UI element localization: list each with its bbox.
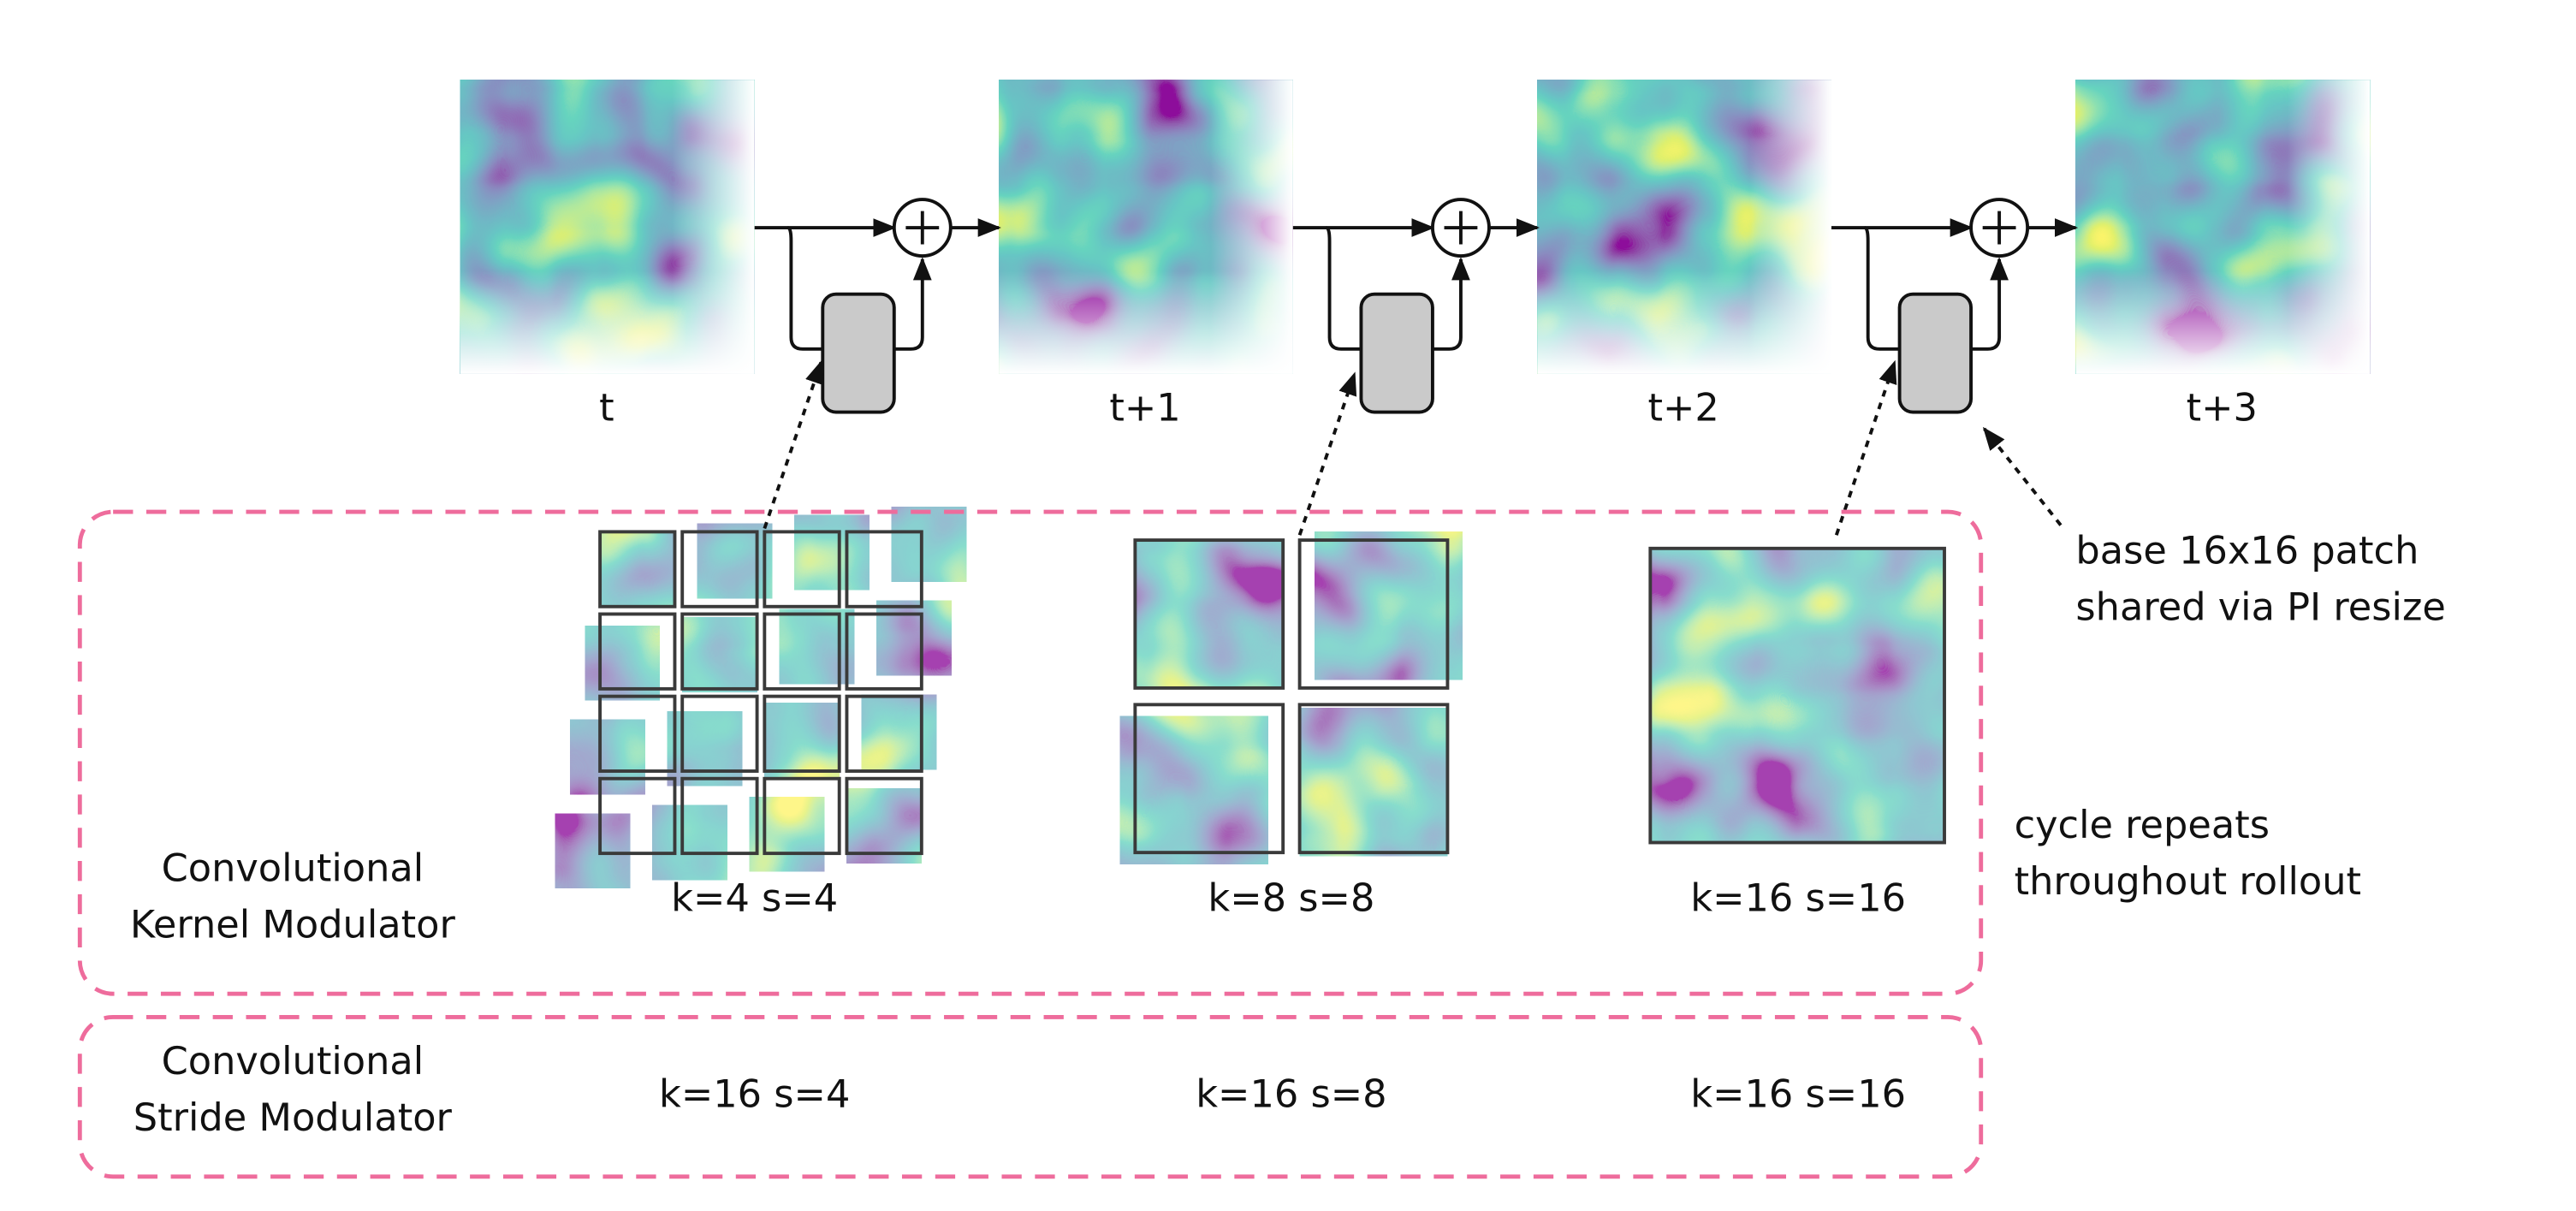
frame-label: t bbox=[599, 386, 614, 430]
stride-group bbox=[77, 1014, 1984, 1179]
kernel-group bbox=[77, 509, 1984, 996]
patch-border bbox=[598, 530, 677, 608]
patch bbox=[876, 600, 952, 676]
patch bbox=[861, 694, 937, 770]
patch-border bbox=[763, 694, 841, 773]
frame-label: t+2 bbox=[1647, 386, 1718, 430]
patch-border bbox=[845, 612, 923, 691]
annotation: throughout rollout bbox=[2015, 859, 2361, 904]
patch-border bbox=[763, 612, 841, 691]
patch-border bbox=[598, 612, 677, 691]
operator-box bbox=[1897, 292, 1974, 414]
patch bbox=[764, 703, 840, 778]
patch bbox=[555, 813, 631, 888]
patch bbox=[652, 804, 727, 881]
patch bbox=[667, 711, 743, 787]
group-label: Kernel Modulator bbox=[130, 903, 456, 947]
operator-box bbox=[1359, 292, 1434, 414]
config-label: k=8 s=8 bbox=[1208, 876, 1374, 920]
patch-border bbox=[845, 530, 923, 608]
config-label: k=16 s=4 bbox=[659, 1072, 850, 1117]
patch bbox=[846, 788, 922, 864]
group-label: Convolutional bbox=[162, 1039, 424, 1083]
group-label: Stride Modulator bbox=[134, 1095, 453, 1140]
patch-border bbox=[1133, 703, 1285, 855]
patch bbox=[697, 523, 773, 599]
patch bbox=[600, 531, 675, 607]
patch-border bbox=[1297, 703, 1450, 855]
operator-box bbox=[821, 292, 896, 414]
patch-border bbox=[598, 776, 677, 856]
patch bbox=[1650, 548, 1945, 843]
config-label: k=16 s=8 bbox=[1196, 1072, 1386, 1117]
patch bbox=[1135, 540, 1284, 688]
plus bbox=[905, 211, 940, 245]
patch bbox=[794, 514, 870, 591]
dashed-link bbox=[763, 359, 823, 530]
patch-border bbox=[763, 530, 841, 608]
config-label: k=16 s=16 bbox=[1690, 876, 1906, 920]
config-label: k=16 s=16 bbox=[1690, 1072, 1906, 1117]
patch bbox=[779, 608, 855, 685]
patch-border bbox=[598, 694, 677, 773]
dashed-link bbox=[1834, 359, 1897, 536]
patch-border bbox=[680, 530, 759, 608]
patch-border bbox=[1133, 538, 1285, 690]
patch-border bbox=[1648, 546, 1946, 845]
dashed-link bbox=[1297, 371, 1357, 536]
branch bbox=[1326, 226, 1362, 351]
annotation: base 16x16 patch bbox=[2075, 529, 2419, 573]
frame-label: t+3 bbox=[2187, 386, 2258, 430]
patch-border bbox=[1297, 538, 1450, 690]
group-label: Convolutional bbox=[162, 846, 424, 891]
arrow bbox=[1432, 257, 1470, 351]
patch-border bbox=[845, 694, 923, 773]
config-label: k=4 s=4 bbox=[671, 876, 838, 920]
fade bbox=[999, 80, 1293, 374]
patch-border bbox=[680, 694, 759, 773]
branch bbox=[787, 226, 823, 351]
branch bbox=[1864, 226, 1900, 351]
patch-border bbox=[680, 612, 759, 691]
plus bbox=[1444, 211, 1478, 245]
annotation: cycle repeats bbox=[2015, 803, 2270, 847]
patch bbox=[891, 507, 967, 582]
arrow bbox=[1971, 257, 2009, 351]
frame-label: t+1 bbox=[1109, 386, 1180, 430]
annotation: shared via PI resize bbox=[2075, 585, 2445, 630]
patch bbox=[682, 617, 757, 692]
patch bbox=[1119, 715, 1268, 864]
patch-border bbox=[680, 776, 759, 856]
fade bbox=[2075, 80, 2371, 374]
patch-border bbox=[763, 776, 841, 856]
arrow bbox=[893, 257, 932, 351]
plus bbox=[1982, 211, 2016, 245]
patch bbox=[570, 719, 645, 795]
patch-border bbox=[845, 776, 923, 856]
patch bbox=[1299, 708, 1448, 857]
fade bbox=[1537, 80, 1831, 374]
dashed-link bbox=[1982, 426, 2063, 526]
patch bbox=[749, 797, 825, 872]
patch bbox=[1315, 531, 1463, 680]
fade bbox=[460, 80, 755, 374]
